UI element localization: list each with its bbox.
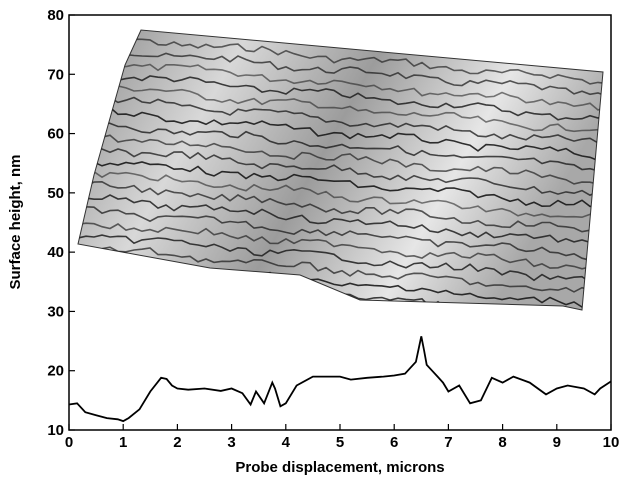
surface-ridge-line: [78, 156, 603, 208]
surface-ridge-line: [78, 220, 603, 273]
y-tick-label: 50: [47, 185, 64, 202]
surface-ridge-line: [78, 105, 603, 162]
surface-ridge-line: [78, 69, 603, 121]
x-tick-label: 0: [65, 434, 73, 451]
y-tick-label: 10: [47, 422, 64, 439]
y-axis-label: Surface height, nm: [7, 154, 24, 289]
x-tick-label: 1: [119, 434, 127, 451]
surface-ridge-line: [78, 132, 603, 185]
x-tick-label: 2: [173, 434, 181, 451]
x-tick-label: 8: [498, 434, 506, 451]
surface-ridge-line: [78, 94, 603, 145]
surface-ridge-line: [78, 203, 603, 262]
surface-ridge-line: [78, 42, 603, 97]
x-axis-ticks: 0 1 2 3 4 5 6 7 8 9 10: [65, 424, 620, 451]
surface-ridge-line: [78, 30, 603, 85]
x-tick-label: 4: [282, 434, 291, 451]
surface-ridge-line: [78, 191, 603, 249]
surface-ridge-line: [78, 141, 603, 197]
y-tick-label: 60: [47, 126, 64, 143]
surface-ridge-line: [78, 52, 603, 111]
y-tick-label: 40: [47, 244, 64, 261]
surface-ridge-line: [78, 85, 603, 134]
y-tick-label: 80: [47, 7, 64, 24]
surface-ridge-line: [78, 245, 603, 294]
y-tick-label: 70: [47, 66, 64, 83]
x-axis-label: Probe displacement, microns: [235, 459, 444, 476]
y-tick-label: 30: [47, 303, 64, 320]
surface-ridge-line: [78, 170, 603, 223]
surface-topography-image: [77, 29, 604, 311]
x-tick-label: 5: [336, 434, 344, 451]
x-tick-label: 9: [553, 434, 561, 451]
series-line-profile: [68, 336, 612, 423]
x-tick-label: 3: [227, 434, 235, 451]
surface-ridge-line: [78, 180, 603, 233]
y-tick-label: 20: [47, 363, 64, 380]
x-tick-label: 6: [390, 434, 398, 451]
surface-ridge-line: [78, 116, 603, 172]
x-tick-label: 10: [603, 434, 620, 451]
surface-ridge-line: [78, 231, 603, 283]
y-axis-ticks: 10 20 30 40 50 60 70 80: [47, 7, 75, 439]
x-tick-label: 7: [444, 434, 452, 451]
